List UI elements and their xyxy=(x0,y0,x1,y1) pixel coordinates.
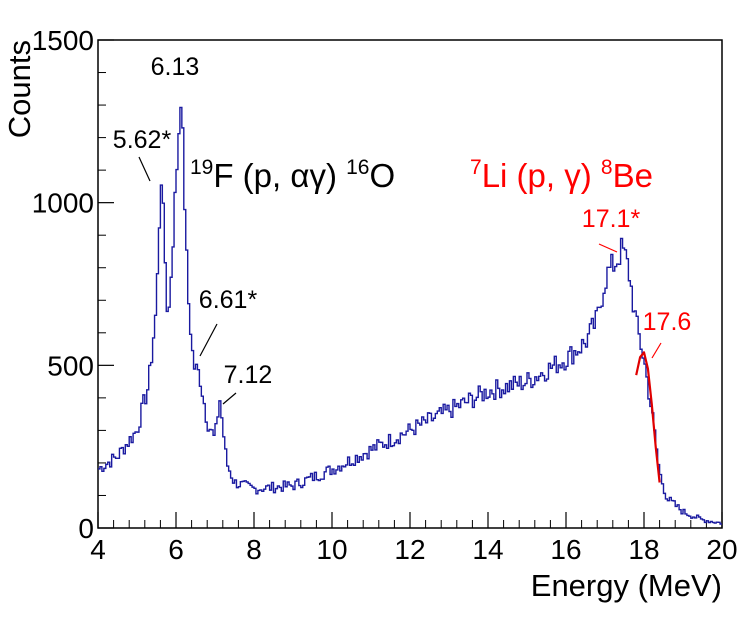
reaction-text: O xyxy=(369,157,395,194)
y-tick-label: 1500 xyxy=(32,25,94,56)
peak-label: 6.61* xyxy=(199,286,258,314)
x-axis-title: Energy (MeV) xyxy=(531,568,722,603)
y-tick-label: 1000 xyxy=(32,188,94,219)
reaction-text: F (p, αγ) xyxy=(213,157,346,194)
x-tick-label: 12 xyxy=(394,534,425,565)
y-tick-label: 0 xyxy=(78,513,94,544)
spectrum-histogram xyxy=(98,106,722,525)
reaction-label-lithium: 7Li (p, γ) 8Be xyxy=(470,156,653,194)
fit-curve-17-6 xyxy=(635,351,661,483)
peak-label-line xyxy=(138,156,151,182)
peak-label: 6.13 xyxy=(151,53,200,81)
peak-label-line xyxy=(199,323,218,357)
x-tick-label: 6 xyxy=(168,534,184,565)
series-layer xyxy=(98,106,722,525)
mass-number: 19 xyxy=(190,156,213,179)
y-axis-ticks: 0 500 1000 1500 xyxy=(32,25,114,544)
reaction-text: Be xyxy=(613,157,653,194)
reaction-label-fluorine: 19F (p, αγ) 16O xyxy=(190,156,395,194)
mass-number: 16 xyxy=(346,156,369,179)
peak-label: 17.1* xyxy=(582,205,641,233)
peak-label: 17.6 xyxy=(643,308,692,336)
peak-label-line xyxy=(598,243,618,253)
x-axis-ticks: 4 6 8 10 12 14 16 18 20 xyxy=(90,512,738,565)
peak-label-line xyxy=(222,392,237,405)
y-axis-title: Counts xyxy=(2,40,37,138)
peak-label: 5.62* xyxy=(113,126,172,154)
y-tick-label: 500 xyxy=(47,350,94,381)
x-tick-label: 20 xyxy=(706,534,737,565)
x-tick-label: 14 xyxy=(472,534,503,565)
x-tick-label: 8 xyxy=(246,534,262,565)
x-tick-label: 18 xyxy=(628,534,659,565)
x-tick-label: 4 xyxy=(90,534,106,565)
mass-number: 8 xyxy=(601,156,613,179)
mass-number: 7 xyxy=(470,156,482,179)
reaction-text: Li (p, γ) xyxy=(482,157,601,194)
plot-frame xyxy=(97,39,723,529)
peak-label: 7.12 xyxy=(224,361,273,389)
x-tick-label: 10 xyxy=(316,534,347,565)
x-tick-label: 16 xyxy=(550,534,581,565)
peak-label-line xyxy=(651,342,662,359)
annotation-layer: 6.13 5.62* 6.61* 7.12 17.1* 17.6 19F (p, αγ) 1… xyxy=(113,53,692,405)
